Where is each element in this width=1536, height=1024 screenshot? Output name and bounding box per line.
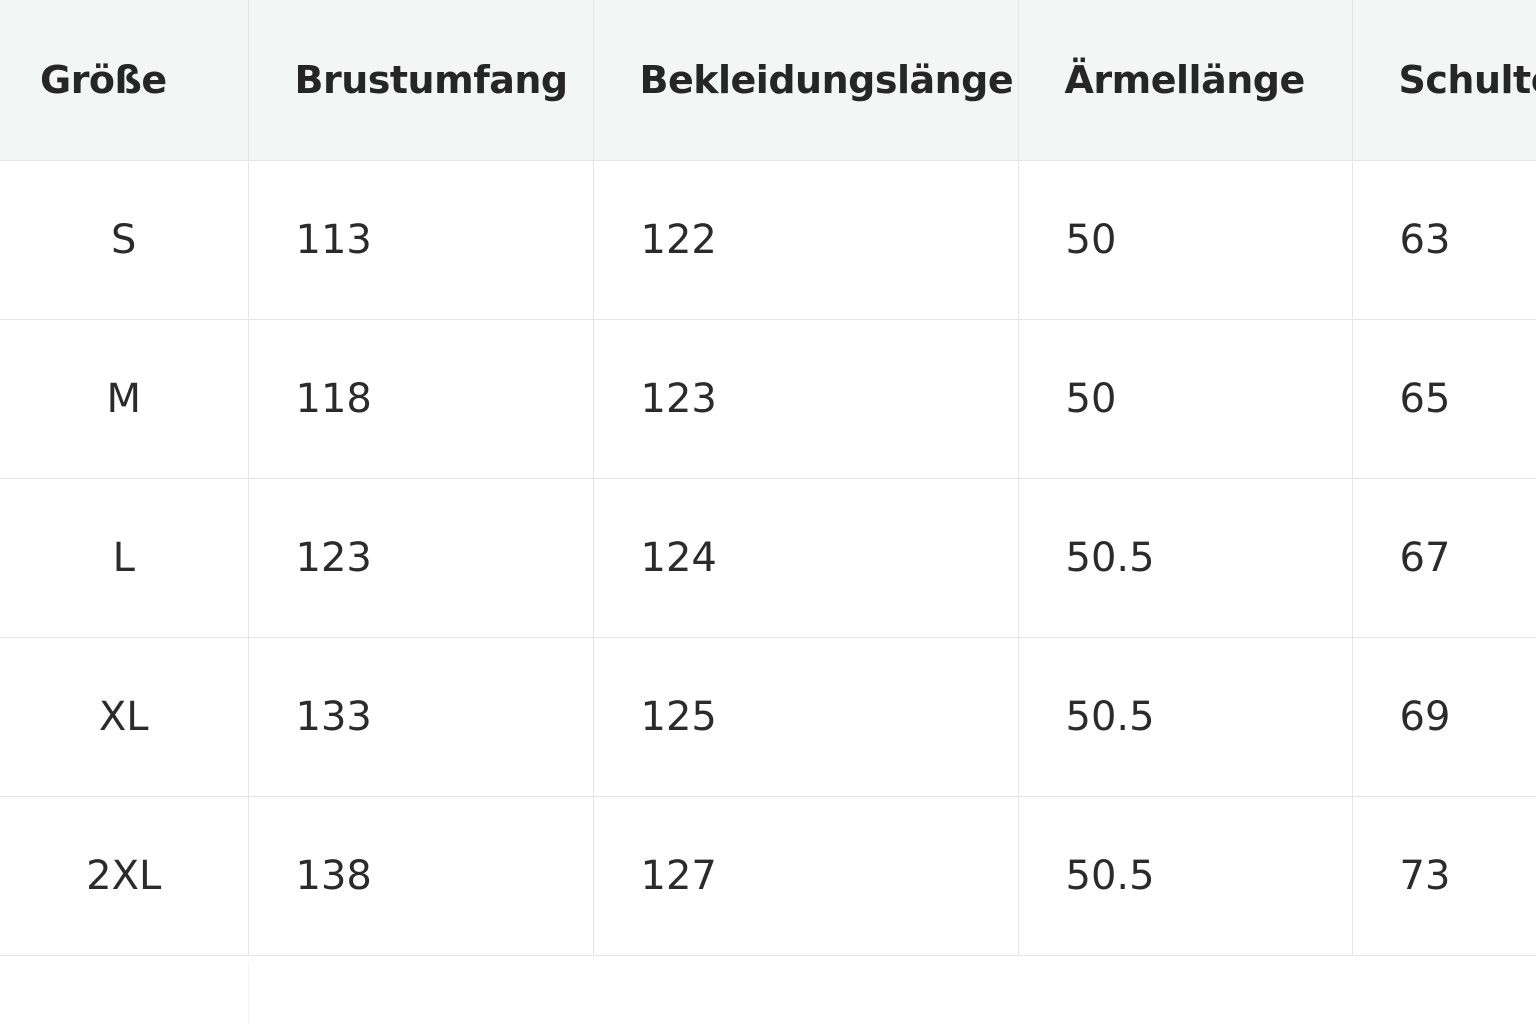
table-row: S 113 122 50 63 [0,160,1536,320]
measure-cell: 127 [592,796,1019,956]
measure-cell: 50.5 [1017,637,1353,797]
measure-cell: 125 [592,637,1019,797]
measure-cell: 73 [1351,796,1536,956]
size-cell: S [0,160,249,320]
measure-cell: 138 [247,796,594,956]
measure-cell: 69 [1351,637,1536,797]
table-row: L 123 124 50.5 67 [0,478,1536,638]
table-header: Größe Brustumfang Bekleidungslänge Ärmellän… [0,0,1536,161]
measure-cell: 67 [1351,478,1536,638]
measure-cell: 50 [1017,160,1353,320]
table-row: 2XL 138 127 50.5 73 [0,796,1536,956]
header-cell: Größe [0,0,249,161]
measure-cell: 124 [592,478,1019,638]
table-body: S 113 122 50 63 M 118 123 50 65 L 123 124 50.5 67 XL 133… [0,160,1536,956]
measure-cell: 123 [247,478,594,638]
measure-cell: 123 [592,319,1019,479]
measure-cell: 118 [247,319,594,479]
size-cell: M [0,319,249,479]
measure-cell: 50.5 [1017,796,1353,956]
measure-cell: 133 [247,637,594,797]
size-cell: L [0,478,249,638]
header-cell: Brustumfang [247,0,594,161]
header-cell: Ärmellänge [1017,0,1353,161]
measure-cell: 50.5 [1017,478,1353,638]
measure-cell: 63 [1351,160,1536,320]
size-table: Größe Brustumfang Bekleidungslänge Ärmellän… [0,0,1536,956]
column-divider [248,962,249,1024]
measure-cell: 65 [1351,319,1536,479]
size-cell: 2XL [0,796,249,956]
header-cell: Schulterbreite [1351,0,1536,161]
table-row: XL 133 125 50.5 69 [0,637,1536,797]
measure-cell: 50 [1017,319,1353,479]
table-row: M 118 123 50 65 [0,319,1536,479]
header-cell: Bekleidungslänge [592,0,1019,161]
measure-cell: 122 [592,160,1019,320]
measure-cell: 113 [247,160,594,320]
header-row: Größe Brustumfang Bekleidungslänge Ärmellän… [0,0,1536,161]
size-cell: XL [0,637,249,797]
